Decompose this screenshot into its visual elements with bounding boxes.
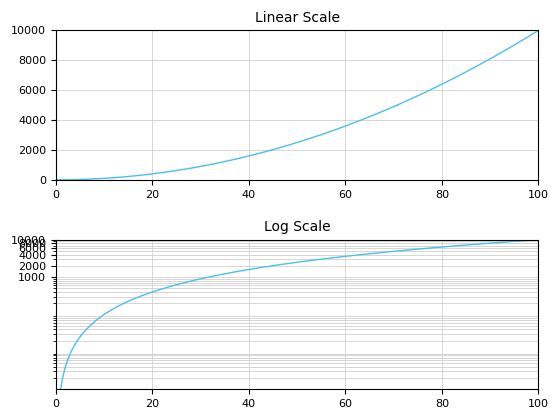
Title: Log Scale: Log Scale xyxy=(264,220,330,234)
Title: Linear Scale: Linear Scale xyxy=(255,11,339,25)
